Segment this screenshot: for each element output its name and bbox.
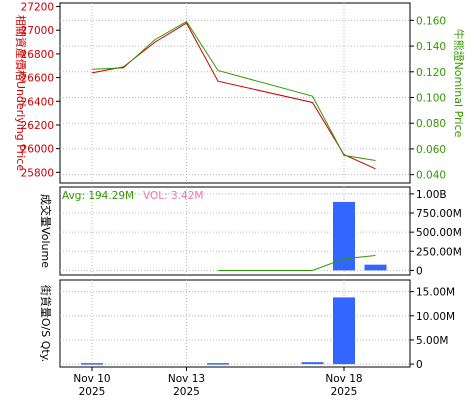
volume-axis-title: 成交量Volume: [39, 194, 53, 268]
left-axis-title: 相關資產價格Underlying Price: [14, 15, 28, 171]
nominal-price-line: [91, 20, 376, 161]
right-tick-label: 0.140: [416, 41, 446, 53]
volume-tick-label: 500.00M: [416, 227, 462, 239]
outstanding-tick-label: 0: [416, 359, 423, 371]
left-tick-label: 26200: [21, 120, 54, 132]
outstanding-axis-title: 街貨量O/S Qty.: [39, 285, 53, 362]
left-tick-label: 26400: [21, 96, 54, 108]
outstanding-bar: [301, 362, 324, 365]
outstanding-bar: [207, 363, 229, 365]
volume-tick-label: 250.00M: [416, 246, 462, 258]
right-axis-title: 牛熊證Nominal Price: [452, 29, 466, 138]
left-tick-label: 25800: [21, 167, 54, 179]
volume-bar: [333, 201, 355, 271]
right-tick-label: 0.040: [416, 170, 446, 182]
current-volume-label: VOL: 3.42M: [143, 190, 203, 202]
outstanding-plot-frame: [59, 279, 411, 368]
left-tick-label: 27000: [21, 25, 54, 37]
left-tick-label: 26000: [21, 144, 54, 156]
volume-tick-label: 750.00M: [416, 208, 462, 220]
outstanding-tick-label: 5.00M: [416, 335, 448, 347]
left-tick-label: 26800: [21, 49, 54, 61]
average-volume-label: Avg: 194.29M: [62, 190, 134, 202]
volume-bar: [364, 264, 387, 271]
right-tick-label: 0.120: [416, 67, 446, 79]
x-tick-label-year: 2025: [331, 386, 358, 398]
x-tick-label-year: 2025: [79, 386, 106, 398]
right-tick-label: 0.060: [416, 144, 446, 156]
outstanding-bar: [81, 363, 103, 365]
right-tick-label: 0.160: [416, 15, 446, 27]
volume-tick-label: 1.00B: [416, 189, 447, 201]
average-volume-line: [218, 255, 376, 271]
right-tick-label: 0.080: [416, 118, 446, 130]
price-plot-frame: [59, 2, 411, 184]
outstanding-tick-label: 10.00M: [416, 311, 455, 323]
x-tick-label-date: Nov 13: [168, 373, 205, 385]
volume-tick-label: 0: [416, 265, 423, 277]
left-tick-label: 27200: [21, 2, 54, 14]
x-tick-label-date: Nov 18: [325, 373, 362, 385]
outstanding-tick-label: 15.00M: [416, 287, 455, 299]
left-tick-label: 26600: [21, 73, 54, 85]
outstanding-bar: [333, 297, 355, 365]
x-tick-label-year: 2025: [173, 386, 200, 398]
right-tick-label: 0.100: [416, 93, 446, 105]
x-tick-label-date: Nov 10: [73, 373, 110, 385]
